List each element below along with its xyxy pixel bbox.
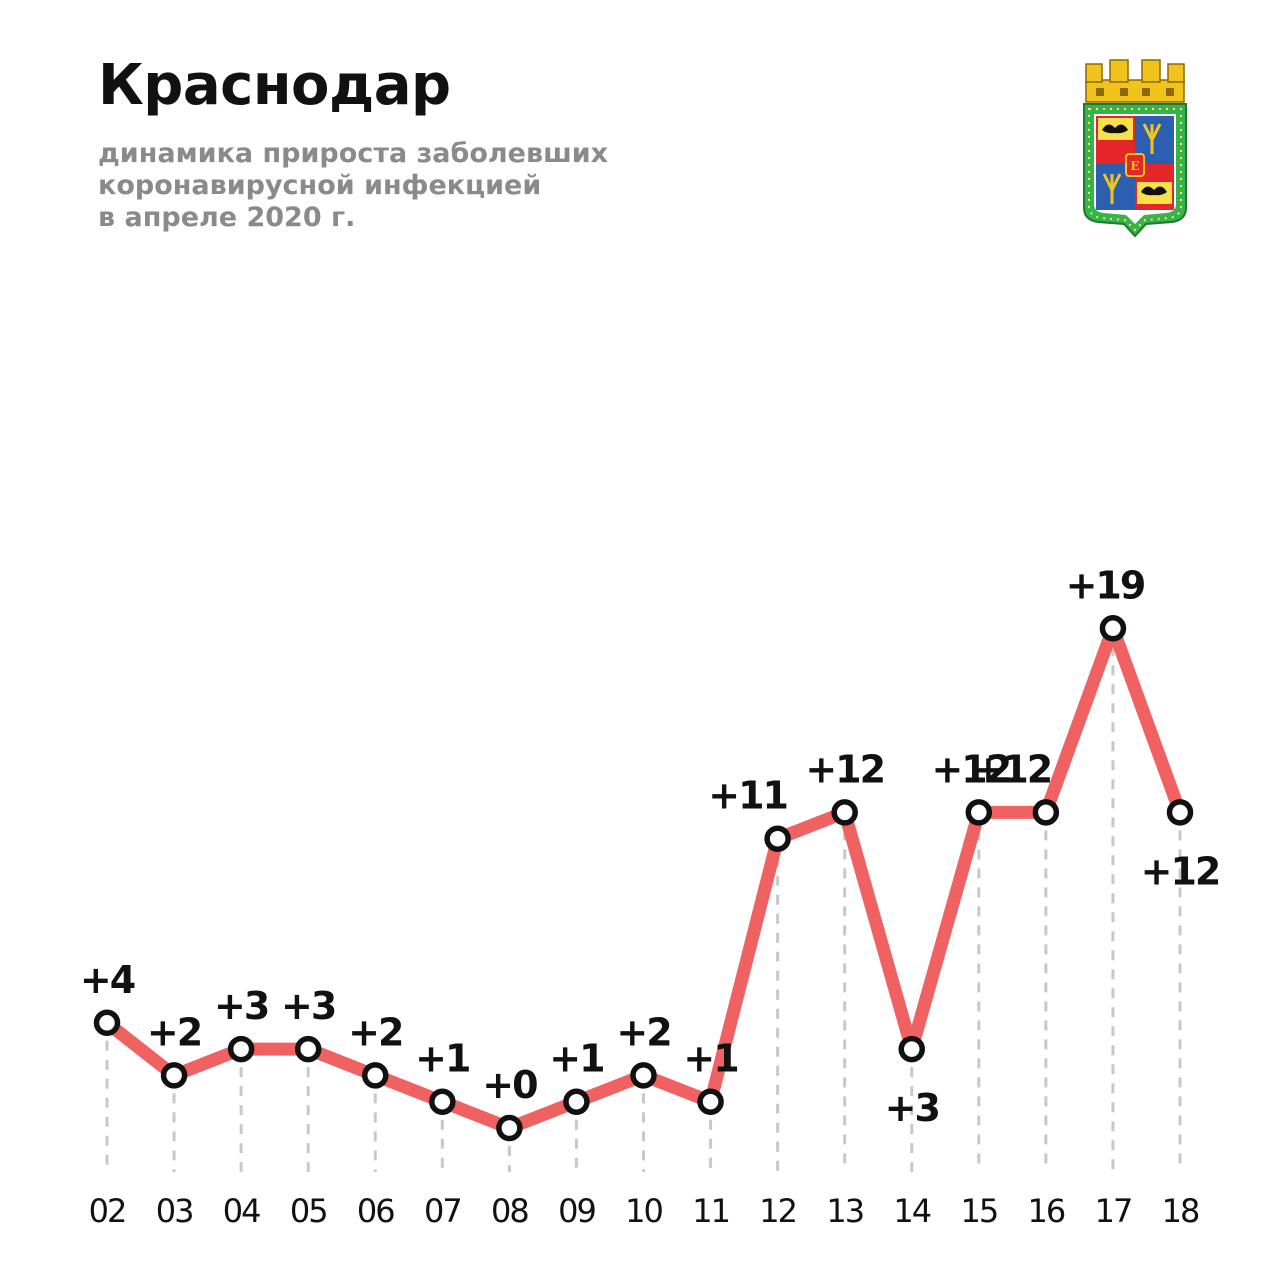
data-point-marker	[563, 1088, 590, 1115]
data-point-marker	[294, 1035, 322, 1063]
data-point-marker	[1032, 799, 1060, 826]
data-label: +12	[931, 747, 1010, 791]
x-tick-label: 06	[357, 1192, 394, 1230]
chart-subtitle: динамика прироста заболевших коронавирус…	[98, 138, 718, 234]
x-tick-label: 08	[491, 1192, 528, 1230]
coat-of-arms-icon: E	[1083, 59, 1187, 238]
data-label: +1	[683, 1037, 737, 1081]
data-point-marker	[496, 1114, 523, 1142]
data-label: +1	[415, 1037, 469, 1081]
x-tick-label: 14	[893, 1192, 930, 1230]
crown-icon	[1085, 59, 1185, 103]
data-point-marker	[898, 1035, 925, 1063]
data-label: +2	[616, 1010, 670, 1054]
subtitle-line-2: коронавирусной инфекцией	[98, 169, 542, 201]
data-label: +12	[973, 747, 1052, 791]
data-label: +2	[147, 1010, 201, 1054]
x-tick-label: 07	[424, 1192, 461, 1230]
data-label: +3	[281, 984, 335, 1028]
data-point-marker	[227, 1035, 255, 1063]
x-tick-label: 18	[1162, 1192, 1199, 1230]
data-label: +2	[348, 1010, 402, 1054]
x-tick-label: 15	[960, 1192, 997, 1230]
data-label: +12	[805, 747, 884, 791]
data-label: +11	[708, 774, 787, 818]
data-label: +12	[1141, 849, 1220, 893]
data-point-marker	[697, 1088, 724, 1115]
x-tick-label: 03	[156, 1192, 193, 1230]
data-point-marker	[764, 825, 791, 852]
x-tick-label: 16	[1028, 1192, 1065, 1230]
x-tick-label: 10	[625, 1192, 662, 1230]
data-point-marker	[1166, 799, 1194, 826]
data-point-marker	[429, 1088, 456, 1115]
data-point-marker	[160, 1062, 188, 1089]
x-tick-label: 11	[692, 1192, 729, 1230]
x-tick-label: 17	[1095, 1192, 1132, 1230]
data-label: +3	[214, 984, 268, 1028]
subtitle-line-1: динамика прироста заболевших	[98, 138, 609, 169]
svg-text:E: E	[1130, 159, 1139, 173]
x-tick-label: 04	[223, 1192, 260, 1230]
x-tick-label: 02	[89, 1192, 126, 1230]
data-point-marker	[93, 1009, 121, 1037]
subtitle-line-3: в апреле 2020 г.	[98, 201, 356, 233]
data-point-marker	[1099, 615, 1127, 642]
x-tick-label: 12	[759, 1192, 796, 1230]
data-label: +4	[80, 958, 135, 1002]
data-label: +3	[885, 1086, 939, 1130]
data-label: +19	[1066, 563, 1145, 607]
x-tick-label: 05	[290, 1192, 327, 1230]
data-label: +1	[549, 1037, 603, 1081]
data-point-marker	[630, 1062, 657, 1089]
x-tick-label: 13	[826, 1192, 863, 1230]
data-point-marker	[831, 799, 858, 826]
data-point-marker	[362, 1062, 389, 1089]
x-tick-label: 09	[558, 1192, 595, 1230]
chart-title: Краснодар	[98, 53, 451, 118]
data-point-marker	[965, 799, 993, 826]
data-label: +0	[482, 1063, 537, 1107]
